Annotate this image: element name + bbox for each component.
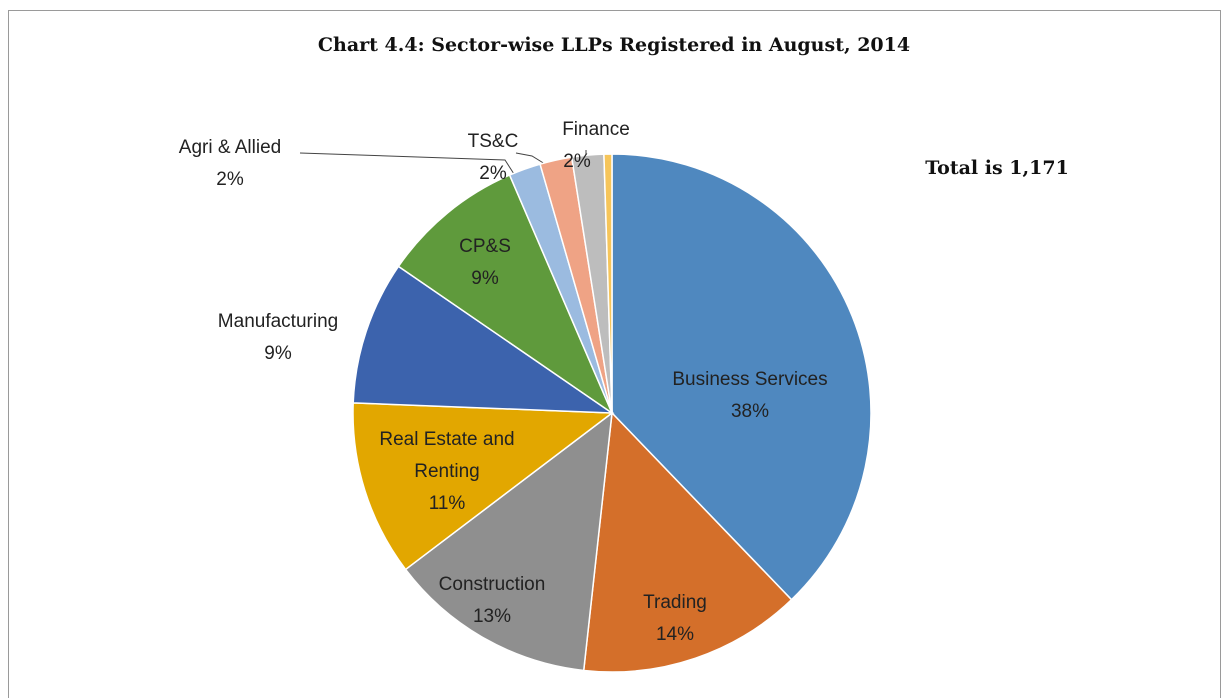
category-label: Manufacturing xyxy=(217,311,339,332)
value-label: 14% xyxy=(655,624,695,645)
frame xyxy=(8,10,1221,698)
slice-label: TS&C 2% xyxy=(453,126,533,190)
slice-label: Finance 2% xyxy=(536,114,656,178)
pie-slice xyxy=(352,402,615,571)
value-label: 9% xyxy=(264,343,292,364)
category-label: Finance xyxy=(562,119,630,140)
leader-line xyxy=(515,152,546,165)
category-label: Construction xyxy=(438,574,546,595)
chart-title: Chart 4.4: Sector-wise LLPs Registered i… xyxy=(317,34,911,56)
value-label: 13% xyxy=(472,606,512,627)
slice-label: Real Estate and Renting 11% xyxy=(362,424,532,520)
category-label: Trading xyxy=(643,592,707,613)
pie-slice xyxy=(611,153,872,601)
value-label: 2% xyxy=(216,169,244,190)
category-label: Agri & Allied xyxy=(178,137,282,158)
category-label: Business Services xyxy=(672,369,828,390)
pie-slice xyxy=(352,265,615,414)
slice-label: Construction 13% xyxy=(392,569,592,633)
category-label: CP&S xyxy=(459,236,511,257)
pie-slice xyxy=(397,174,614,416)
slice-label: CP&S 9% xyxy=(425,231,545,295)
value-label: 38% xyxy=(730,401,770,422)
value-label: 11% xyxy=(428,493,466,514)
annotation: Total is 1,171 xyxy=(925,157,1069,179)
value-label: 2% xyxy=(563,151,591,172)
category-label: Real Estate and Renting xyxy=(379,429,515,482)
slice-label: Business Services 38% xyxy=(620,364,880,428)
slice-label: Trading 14% xyxy=(575,587,775,651)
slice-label: Manufacturing 9% xyxy=(178,306,378,370)
category-label: TS&C xyxy=(467,131,519,152)
slice-label: Agri & Allied 2% xyxy=(130,132,330,196)
value-label: 2% xyxy=(479,163,507,184)
pie-slice xyxy=(404,411,613,672)
value-label: 9% xyxy=(471,268,499,289)
leader-line xyxy=(299,152,515,175)
pie-slice xyxy=(582,411,793,673)
pie-slice xyxy=(603,153,613,414)
